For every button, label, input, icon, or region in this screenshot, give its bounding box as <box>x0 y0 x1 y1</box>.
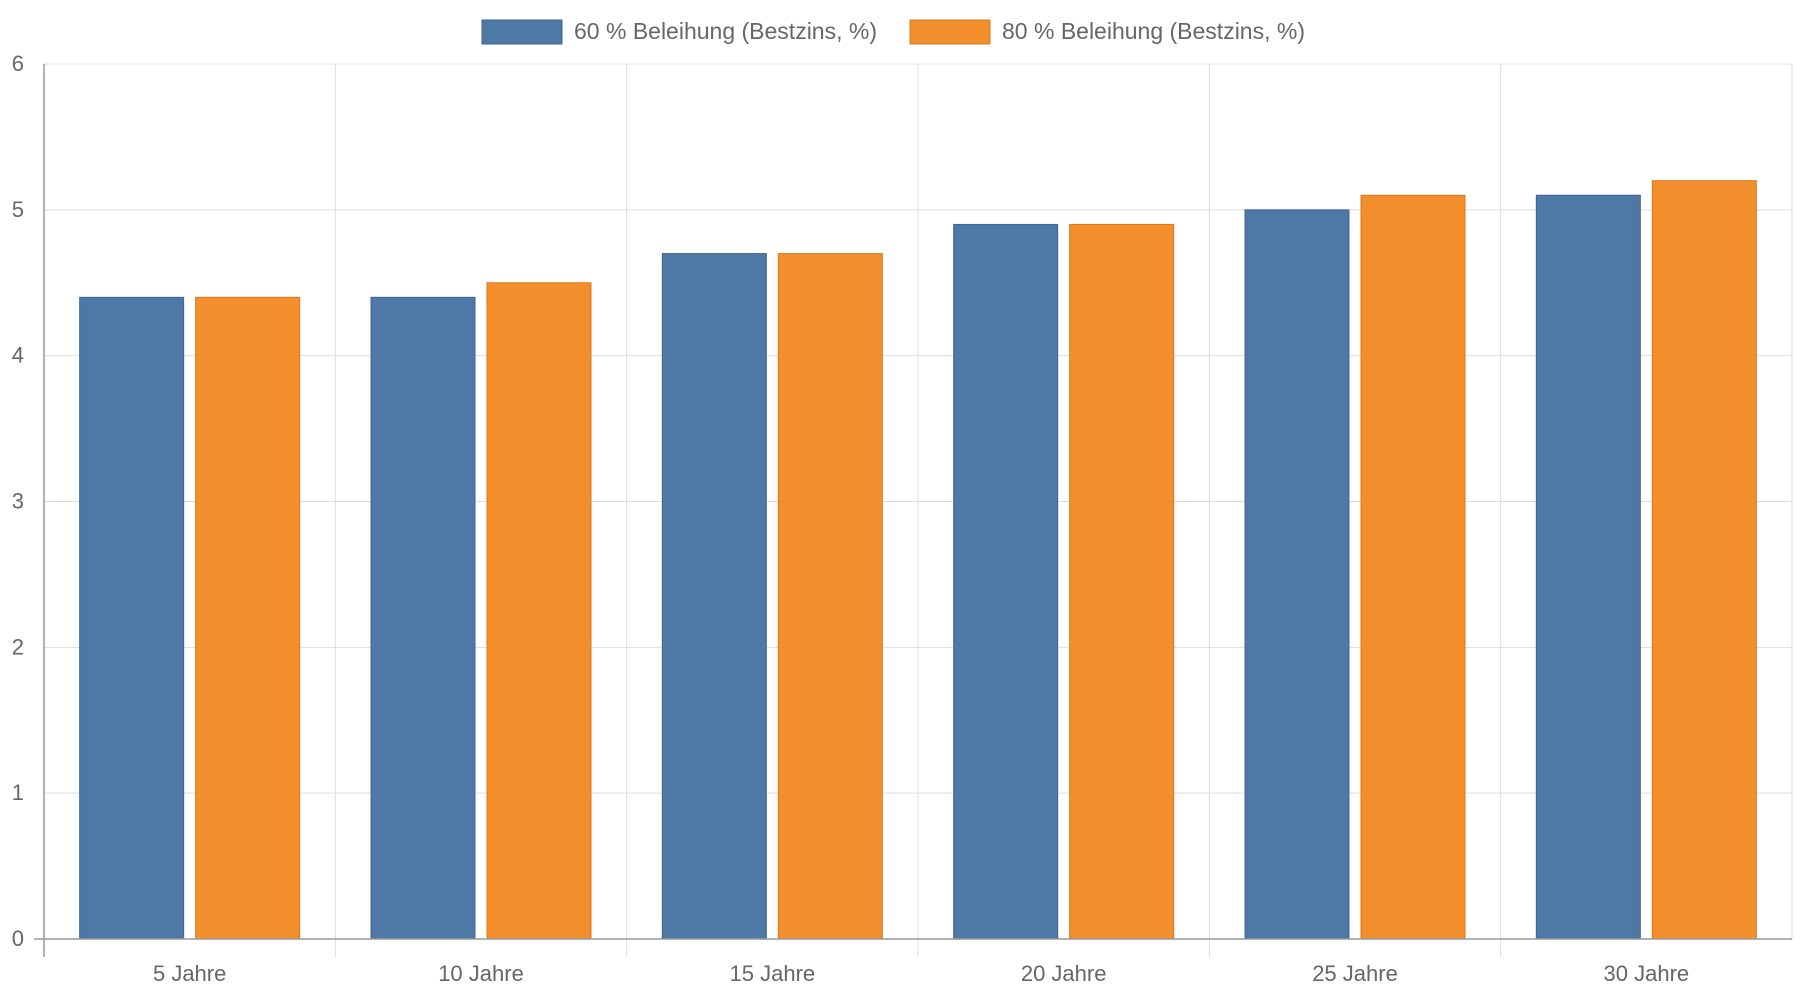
gridlines <box>44 63 1793 939</box>
x-tick-label: 5 Jahre <box>153 961 226 986</box>
legend-label-series-2: 80 % Beleihung (Bestzins, %) <box>1002 18 1305 44</box>
y-tick-label: 1 <box>12 780 24 805</box>
bar-series-2 <box>195 296 301 940</box>
bar-series-2 <box>1069 223 1175 940</box>
y-tick-label: 4 <box>12 343 24 368</box>
bar-series-1 <box>79 296 185 940</box>
y-tick-label: 0 <box>12 926 24 951</box>
x-tick-label: 30 Jahre <box>1604 961 1690 986</box>
bar-series-1 <box>953 223 1059 940</box>
x-tick-label: 25 Jahre <box>1312 961 1398 986</box>
bar-series-1 <box>661 253 767 940</box>
bar-series-1 <box>1244 209 1350 940</box>
bars <box>79 180 1757 940</box>
legend-swatch-series-1 <box>481 19 563 45</box>
legend-label-series-1: 60 % Beleihung (Bestzins, %) <box>574 18 877 44</box>
bar-series-2 <box>777 253 883 940</box>
bar-series-2 <box>1360 194 1466 940</box>
bar-series-1 <box>1535 194 1641 940</box>
bar-series-2 <box>486 282 592 940</box>
x-tick-label: 15 Jahre <box>730 961 816 986</box>
x-tick-label: 10 Jahre <box>438 961 524 986</box>
y-tick-label: 6 <box>12 51 24 76</box>
bar-series-2 <box>1651 180 1757 940</box>
bar-series-1 <box>370 296 476 940</box>
x-tick-label: 20 Jahre <box>1021 961 1107 986</box>
x-axis-ticks: 5 Jahre 10 Jahre 15 Jahre 20 Jahre 25 Jahre 3… <box>153 961 1689 986</box>
y-tick-label: 3 <box>12 489 24 514</box>
legend: 60 % Beleihung (Bestzins, %) 80 % Beleihu… <box>481 18 1305 45</box>
y-tick-label: 5 <box>12 197 24 222</box>
y-tick-label: 2 <box>12 634 24 659</box>
axes <box>34 64 1792 957</box>
y-axis-ticks: 0 1 2 3 4 5 6 <box>12 51 24 951</box>
legend-swatch-series-2 <box>909 19 991 45</box>
